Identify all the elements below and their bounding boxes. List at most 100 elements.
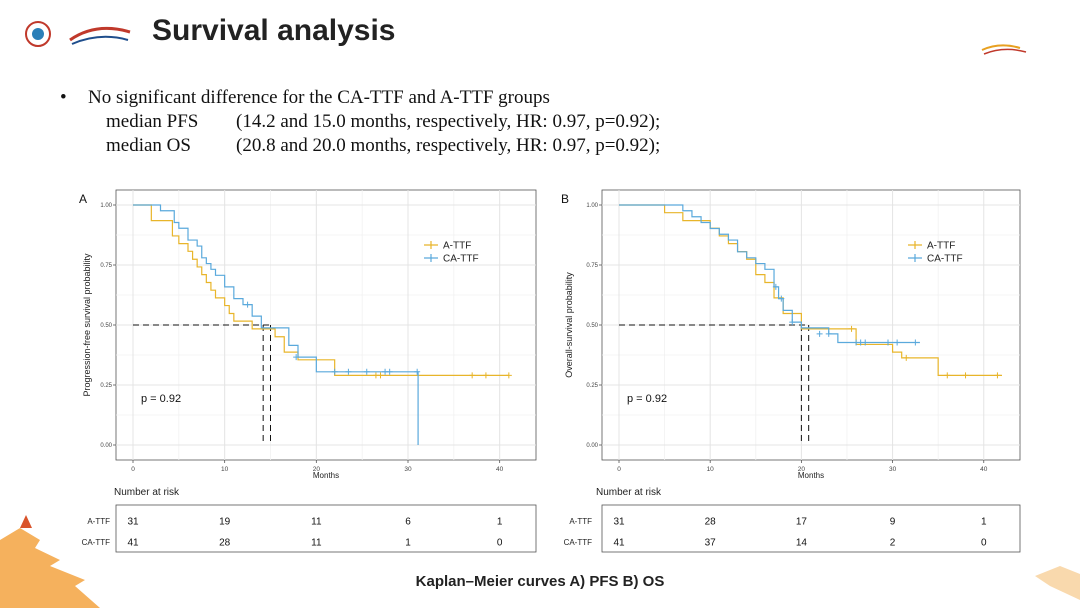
chart-panel-b: 0 10 20 30 40 0.00 0.25 0.50 0.75 1.00 B Months Over… <box>561 189 1021 553</box>
asno-emblem-icon <box>25 21 51 47</box>
risk-cell: 37 <box>705 538 717 549</box>
risk-table-box <box>115 504 537 553</box>
inasno-logo <box>66 22 136 48</box>
x-tick-label: 0 <box>131 466 135 473</box>
asno-logo <box>20 18 60 52</box>
page-title: Survival analysis <box>152 14 396 47</box>
risk-cell: 11 <box>311 538 322 549</box>
y-tick-label: 0.50 <box>586 323 598 329</box>
censor-mark <box>903 354 910 361</box>
risk-table-box <box>601 504 1021 553</box>
censor-mark <box>848 325 855 332</box>
pagoda-left-icon <box>0 528 100 608</box>
y-axis-label: Progression-free survival probability <box>82 253 92 397</box>
bullet-main: • No significant difference for the CA-TT… <box>60 86 660 110</box>
y-tick-label: 0.75 <box>100 263 112 269</box>
risk-cell: 0 <box>497 538 503 549</box>
risk-table-title: Number at risk <box>114 487 180 498</box>
legend-swatch-icon <box>424 254 438 262</box>
panel-letter: A <box>79 192 87 206</box>
censor-mark <box>363 368 370 375</box>
censor-mark <box>505 372 512 379</box>
os-label: median OS <box>106 135 191 156</box>
censor-mark <box>772 283 779 290</box>
censor-mark <box>345 368 352 375</box>
censor-mark <box>862 339 869 346</box>
figure-caption: Kaplan–Meier curves A) PFS B) OS <box>415 573 665 590</box>
summary-bullets: • No significant difference for the CA-TT… <box>60 86 660 158</box>
censor-mark <box>962 372 969 379</box>
risk-table-title: Number at risk <box>596 487 662 498</box>
risk-cell: 9 <box>890 517 896 528</box>
censor-mark <box>885 339 892 346</box>
km-curve-a-ttf <box>133 204 509 376</box>
censor-mark <box>994 372 1001 379</box>
legend-label: A-TTF <box>927 241 955 252</box>
p-value: p = 0.92 <box>141 393 181 405</box>
panel-letter: B <box>561 192 569 206</box>
x-tick-label: 30 <box>889 466 897 473</box>
censor-mark <box>944 372 951 379</box>
censor-mark <box>244 301 251 308</box>
legend-label: CA-TTF <box>927 254 963 265</box>
x-tick-label: 40 <box>496 466 504 473</box>
x-axis-label: Months <box>798 471 824 480</box>
risk-cell: 28 <box>219 538 231 549</box>
x-tick-label: 20 <box>798 466 806 473</box>
risk-cell: 31 <box>127 517 139 528</box>
risk-cell: 17 <box>796 517 808 528</box>
legend-swatch-icon <box>908 241 922 249</box>
x-tick-label: 40 <box>980 466 988 473</box>
risk-cell: 11 <box>311 517 322 528</box>
risk-row-label: CA-TTF <box>564 538 593 547</box>
risk-cell: 41 <box>613 538 625 549</box>
y-tick-label: 0.50 <box>100 323 112 329</box>
y-tick-label: 1.00 <box>100 203 112 209</box>
legend-swatch-icon <box>908 254 922 262</box>
risk-cell: 2 <box>890 538 896 549</box>
censor-mark <box>414 368 421 375</box>
risk-row-label: A-TTF <box>87 517 110 526</box>
bullet-os: median OS (20.8 and 20.0 months, respecti… <box>60 134 660 158</box>
x-tick-label: 10 <box>221 466 229 473</box>
x-tick-label: 20 <box>313 466 321 473</box>
bullet-dot-icon: • <box>60 87 67 108</box>
legend-swatch-icon <box>424 241 438 249</box>
bullet-text: No significant difference for the CA-TTF… <box>88 87 550 108</box>
y-axis-label: Overall-survival probability <box>564 272 574 378</box>
meeting-logo-icon <box>981 44 1027 55</box>
censor-mark <box>331 368 338 375</box>
os-text: (20.8 and 20.0 months, respectively, HR:… <box>236 135 661 156</box>
y-tick-label: 0.25 <box>100 383 112 389</box>
km-curve-ca-ttf <box>619 204 920 344</box>
risk-row-label: A-TTF <box>569 517 592 526</box>
y-tick-label: 0.00 <box>586 443 598 449</box>
pagoda-top-icon <box>20 515 32 528</box>
censor-mark <box>816 330 823 337</box>
18asno-logo <box>980 14 1060 58</box>
risk-cell: 1 <box>405 538 411 549</box>
x-tick-label: 30 <box>404 466 412 473</box>
y-tick-label: 0.25 <box>586 383 598 389</box>
risk-cell: 6 <box>405 517 411 528</box>
y-tick-label: 0.00 <box>100 443 112 449</box>
legend-label: A-TTF <box>443 241 471 252</box>
y-tick-label: 0.75 <box>586 263 598 269</box>
x-tick-label: 10 <box>707 466 715 473</box>
censor-mark <box>386 368 393 375</box>
censor-mark <box>894 339 901 346</box>
censor-mark <box>778 295 785 302</box>
censor-mark <box>482 372 489 379</box>
risk-cell: 31 <box>613 517 625 528</box>
risk-cell: 0 <box>981 538 987 549</box>
pfs-label: median PFS <box>106 111 199 132</box>
censor-mark <box>912 339 919 346</box>
p-value: p = 0.92 <box>627 393 667 405</box>
risk-row-label: CA-TTF <box>82 538 111 547</box>
risk-cell: 19 <box>219 517 231 528</box>
censor-mark <box>789 319 796 326</box>
bullet-pfs: median PFS (14.2 and 15.0 months, respect… <box>60 110 660 134</box>
y-tick-label: 1.00 <box>586 203 598 209</box>
pfs-text: (14.2 and 15.0 months, respectively, HR:… <box>236 111 661 132</box>
